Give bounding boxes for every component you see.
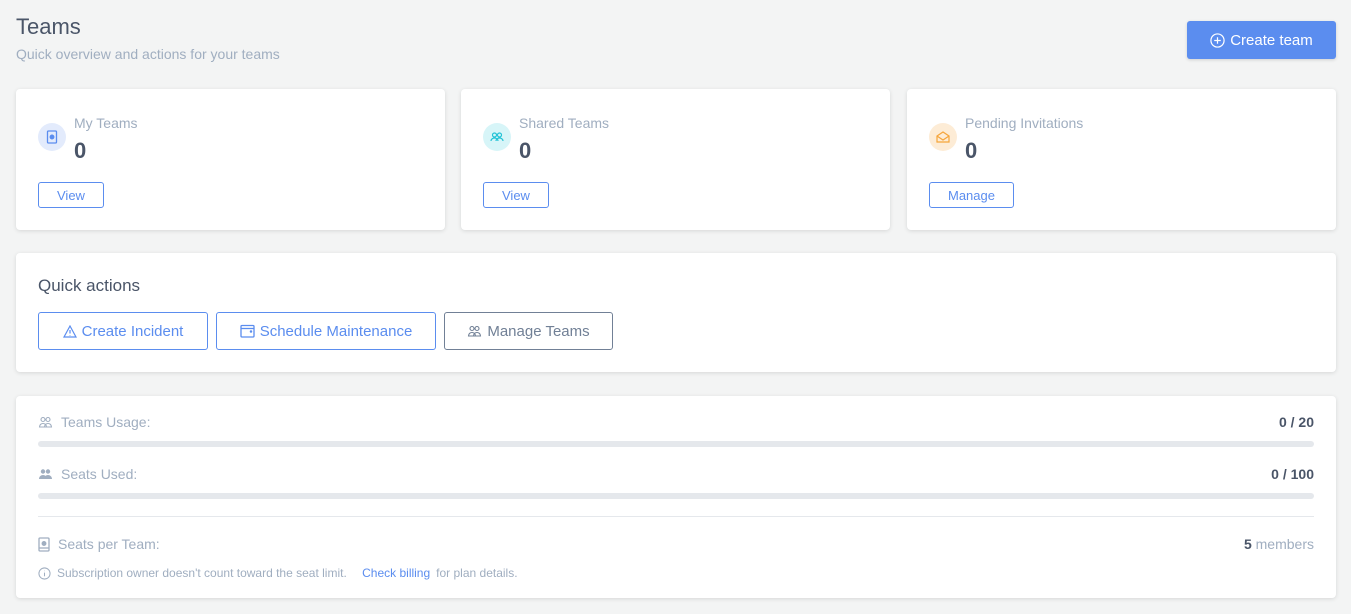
pending-invitations-card: Pending Invitations 0 Manage <box>907 89 1336 230</box>
create-team-button[interactable]: Create team <box>1187 21 1336 59</box>
info-icon <box>38 566 51 580</box>
button-label: Create Incident <box>81 322 184 340</box>
button-label: Manage Teams <box>487 322 590 340</box>
warning-icon <box>62 324 77 338</box>
stat-label: Pending Invitations <box>965 115 1084 131</box>
create-team-label: Create team <box>1230 31 1313 49</box>
badge-icon <box>38 536 50 552</box>
manage-invitations-button[interactable]: Manage <box>929 182 1014 208</box>
seats-used-label: Seats Used: <box>38 466 137 482</box>
label-text: Teams Usage: <box>61 414 151 430</box>
stat-value: 0 <box>74 138 87 163</box>
manage-teams-button[interactable]: Manage Teams <box>444 312 613 350</box>
seats-per-team-value: 5 members <box>1244 536 1314 552</box>
teams-usage-label: Teams Usage: <box>38 414 150 430</box>
button-label: Schedule Maintenance <box>259 322 413 340</box>
page-subtitle: Quick overview and actions for your team… <box>16 46 280 62</box>
my-teams-card: My Teams 0 View <box>16 89 445 230</box>
view-my-teams-button[interactable]: View <box>38 182 104 208</box>
teams-usage-bar <box>38 441 1314 447</box>
note-suffix: for plan details. <box>436 566 518 580</box>
label-text: Seats Used: <box>61 466 138 482</box>
envelope-icon <box>929 123 957 151</box>
seats-used-value: 0 / 100 <box>1271 466 1314 482</box>
seat-limit-note: Subscription owner doesn't count toward … <box>38 566 518 580</box>
stat-value: 0 <box>519 138 532 163</box>
teams-usage-value: 0 / 20 <box>1278 414 1314 430</box>
note-text: Subscription owner doesn't count toward … <box>57 566 347 580</box>
seats-unit: members <box>1255 536 1314 552</box>
seats-per-team-label: Seats per Team: <box>38 536 160 552</box>
divider <box>38 516 1314 517</box>
schedule-maintenance-button[interactable]: Schedule Maintenance <box>216 312 436 350</box>
usage-card: Teams Usage: 0 / 20 Seats Used: 0 / 100 … <box>16 396 1336 598</box>
stat-label: Shared Teams <box>519 115 610 131</box>
plus-circle-icon <box>1210 32 1225 48</box>
create-incident-button[interactable]: Create Incident <box>38 312 208 350</box>
quick-actions-title: Quick actions <box>38 276 141 295</box>
seats-number: 5 <box>1243 536 1252 552</box>
view-shared-teams-button[interactable]: View <box>483 182 549 208</box>
users-icon <box>468 325 482 337</box>
page-title: Teams <box>16 14 81 39</box>
users-icon <box>483 123 511 151</box>
shared-teams-card: Shared Teams 0 View <box>461 89 890 230</box>
label-text: Seats per Team: <box>58 536 160 552</box>
check-billing-link[interactable]: Check billing <box>362 566 431 580</box>
stat-label: My Teams <box>74 115 138 131</box>
users-filled-icon <box>39 469 52 479</box>
quick-actions-card: Quick actions Create Incident Schedule M… <box>16 253 1336 372</box>
users-icon <box>38 416 53 428</box>
seats-used-bar <box>38 493 1314 499</box>
badge-icon <box>38 123 66 151</box>
calendar-icon <box>240 324 255 338</box>
stat-value: 0 <box>965 138 978 163</box>
